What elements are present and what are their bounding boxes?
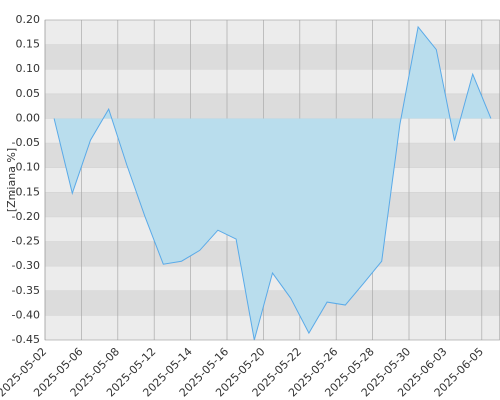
y-tick-label: 0.20 — [16, 13, 41, 26]
y-tick-label: -0.45 — [12, 333, 40, 346]
y-tick-label: -0.05 — [12, 136, 40, 149]
y-tick-label: 0.10 — [16, 62, 41, 75]
y-tick-label: -0.40 — [12, 308, 40, 321]
y-tick-label: -0.30 — [12, 259, 40, 272]
y-tick-label: -0.20 — [12, 210, 40, 223]
y-tick-label: -0.15 — [12, 185, 40, 198]
background-band — [45, 315, 500, 340]
background-band — [45, 20, 500, 45]
y-tick-label: -0.25 — [12, 235, 40, 248]
line — [53, 25, 492, 341]
y-tick-label: 0.00 — [16, 111, 41, 124]
y-tick-label: -0.10 — [12, 161, 40, 174]
y-tick-label: -0.35 — [12, 284, 40, 297]
y-tick-label: 0.05 — [16, 87, 41, 100]
background-band — [45, 290, 500, 316]
y-tick-label: 0.15 — [16, 38, 41, 51]
y-axis-title: [Zmiana %] — [5, 148, 18, 212]
area-fill — [54, 26, 491, 341]
